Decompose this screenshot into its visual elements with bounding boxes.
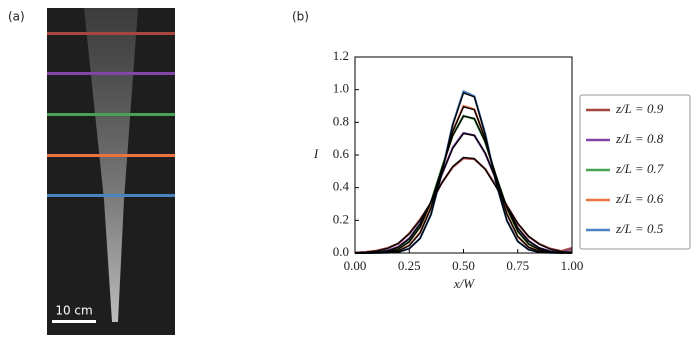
x-tick-label: 1.00 (561, 258, 584, 273)
y-tick-label: 0.4 (333, 179, 350, 194)
scale-bar-label: 10 cm (55, 304, 92, 318)
y-tick-label: 0.2 (333, 211, 349, 226)
x-axis-label: x/W (453, 276, 475, 291)
legend-label: z/L = 0.8 (615, 131, 664, 146)
x-tick-label: 0.75 (506, 258, 529, 273)
legend-label: z/L = 0.6 (615, 191, 664, 206)
fit-line (354, 156, 573, 254)
panel-label: (b) (292, 10, 309, 24)
data-line (355, 104, 573, 254)
fit-line (355, 106, 572, 254)
y-tick-label: 0.0 (333, 244, 349, 259)
data-line (354, 114, 573, 254)
plot-frame (354, 56, 573, 254)
legend-label: z/L = 0.9 (615, 101, 664, 116)
data-line (354, 157, 573, 254)
legend-box (579, 94, 691, 250)
x-tick-label: 0.00 (344, 258, 367, 273)
fit-line (355, 115, 573, 254)
legend-label: z/L = 0.5 (615, 221, 664, 236)
x-tick-label: 0.25 (398, 258, 421, 273)
data-line (354, 131, 573, 254)
y-tick-label: 1.2 (333, 48, 349, 63)
y-tick-label: 1.0 (333, 81, 349, 96)
plume-image (47, 8, 175, 335)
panel-label: (a) (8, 10, 25, 24)
y-tick-label: 0.6 (333, 146, 350, 161)
y-axis-label: I (313, 146, 319, 161)
x-tick-label: 0.50 (452, 258, 475, 273)
y-tick-label: 0.8 (333, 113, 349, 128)
legend-label: z/L = 0.7 (615, 161, 664, 176)
fit-line (354, 132, 573, 254)
